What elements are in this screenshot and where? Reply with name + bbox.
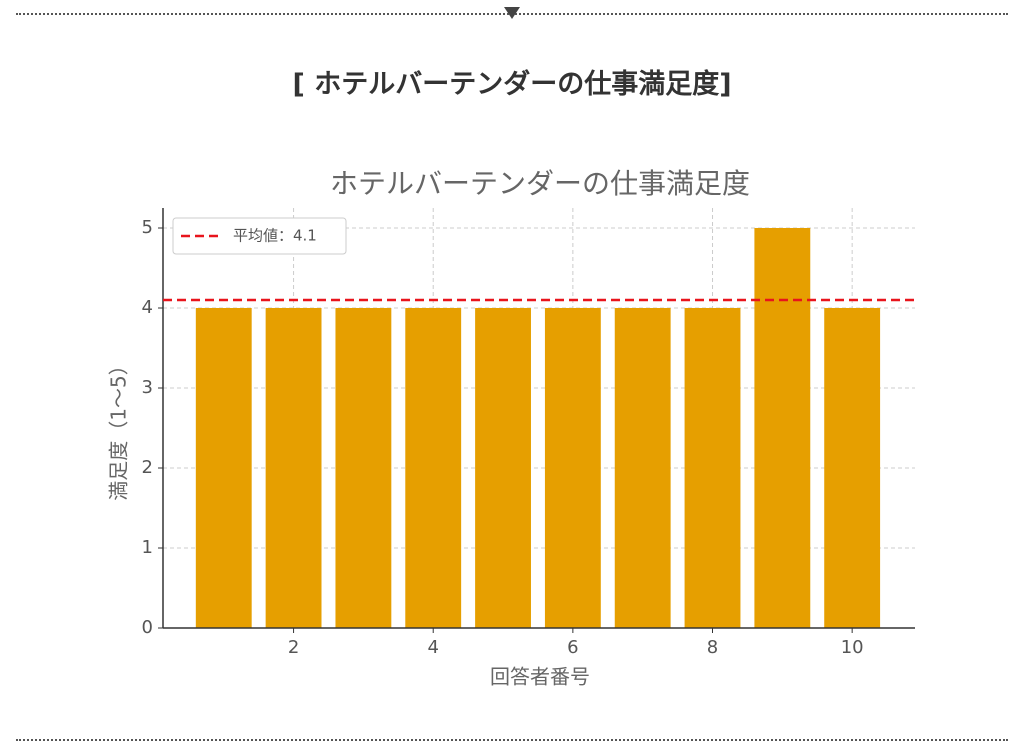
- x-axis-label: 回答者番号: [490, 665, 590, 689]
- bar: [824, 308, 881, 628]
- legend: 平均値：4.1: [172, 217, 347, 255]
- bar: [684, 308, 741, 628]
- y-tick-label: 5: [142, 217, 153, 238]
- bar: [544, 308, 601, 628]
- bar: [405, 308, 462, 628]
- down-arrow: [504, 7, 520, 19]
- y-tick-label: 1: [142, 537, 153, 558]
- y-tick-label: 4: [142, 297, 153, 318]
- bar: [614, 308, 671, 628]
- y-tick-label: 0: [142, 617, 153, 638]
- x-tick-label: 4: [427, 637, 438, 658]
- x-tick-label: 8: [707, 637, 718, 658]
- bar: [475, 308, 531, 628]
- y-tick-label: 3: [142, 377, 153, 398]
- bar: [265, 308, 322, 628]
- y-axis-label: 満足度（1〜5）: [107, 355, 131, 500]
- y-tick-label: 2: [142, 457, 153, 478]
- page-heading: [ ホテルバーテンダーの仕事満足度]: [292, 69, 732, 100]
- x-tick-label: 2: [288, 637, 299, 658]
- bar: [754, 228, 811, 628]
- chart: ホテルバーテンダーの仕事満足度 回答者番号 満足度（1〜5） 0 1 2 3 4 5 2 4 6…: [107, 167, 915, 689]
- bar: [335, 308, 392, 628]
- legend-box: [172, 217, 347, 255]
- bar: [195, 308, 252, 628]
- x-tick-label: 10: [841, 637, 864, 658]
- divider: [16, 739, 1008, 741]
- legend-label: 平均値：4.1: [233, 227, 317, 245]
- x-tick-label: 6: [567, 637, 578, 658]
- chart-title: ホテルバーテンダーの仕事満足度: [330, 167, 750, 200]
